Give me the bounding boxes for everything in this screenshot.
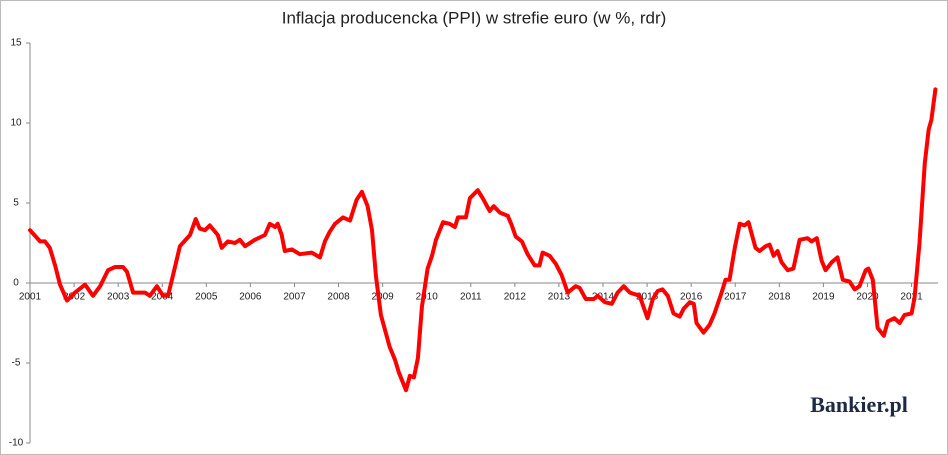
x-tick-label: 2002 — [63, 292, 86, 303]
x-tick-label: 2006 — [239, 292, 262, 303]
y-tick-label: -5 — [12, 358, 21, 369]
logo: Bankier.pl — [810, 392, 908, 417]
x-tick-label: 2018 — [768, 292, 791, 303]
x-tick-label: 2013 — [548, 292, 571, 303]
x-tick-label: 2020 — [856, 292, 879, 303]
y-tick-label: 5 — [13, 198, 19, 209]
data-line — [28, 87, 938, 393]
x-tick-label: 2021 — [900, 292, 923, 303]
x-tick-label: 2001 — [19, 292, 42, 303]
x-tick-label: 2007 — [283, 292, 306, 303]
x-tick-label: 2016 — [680, 292, 703, 303]
x-tick-label: 2009 — [371, 292, 394, 303]
x-tick-label: 2008 — [327, 292, 350, 303]
x-tick-label: 2017 — [724, 292, 747, 303]
x-tick-label: 2012 — [504, 292, 527, 303]
x-tick-label: 2003 — [107, 292, 130, 303]
y-tick-label: 15 — [10, 38, 22, 49]
x-tick-label: 2015 — [636, 292, 659, 303]
y-tick-label: 0 — [13, 278, 19, 289]
x-tick-label: 2005 — [195, 292, 218, 303]
x-tick-label: 2014 — [592, 292, 615, 303]
y-tick-label: 10 — [10, 118, 22, 129]
x-tick-label: 2019 — [812, 292, 835, 303]
x-tick-label: 2010 — [416, 292, 439, 303]
chart-title: Inflacja producencka (PPI) w strefie eur… — [282, 8, 667, 27]
y-tick-label: -10 — [9, 438, 24, 449]
x-tick-label: 2011 — [460, 292, 482, 303]
